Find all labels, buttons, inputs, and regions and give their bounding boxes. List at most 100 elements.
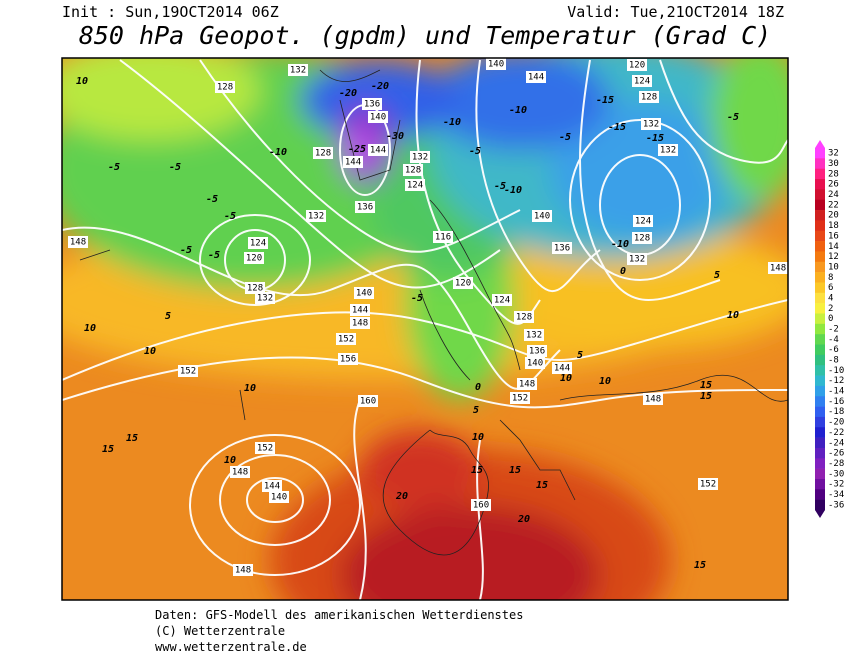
temperature-label: -10 (504, 185, 522, 196)
geopotential-label-box (433, 231, 453, 243)
colorbar-swatch (815, 437, 825, 449)
geopotential-label-box (639, 91, 659, 103)
geopotential-label-box (526, 71, 546, 83)
colorbar-swatch (815, 365, 825, 376)
geopotential-label: 116 (435, 233, 451, 243)
temperature-label: 0 (620, 266, 626, 277)
geopotential-label: 152 (180, 367, 196, 377)
geopotential-label-box (354, 287, 374, 299)
temperature-label: 15 (536, 480, 548, 491)
colorbar-swatch (815, 406, 825, 418)
temperature-label: -20 (339, 88, 357, 99)
temperature-label: -5 (208, 250, 220, 261)
geopotential-label-box (492, 294, 512, 306)
colorbar-arrow-bottom (815, 510, 825, 518)
geopotential-label: 140 (356, 289, 372, 299)
geopotential-label-box (527, 345, 547, 357)
geopotential-label: 120 (455, 279, 471, 289)
colorbar-swatch (815, 468, 825, 480)
geopotential-label: 136 (529, 347, 545, 357)
temperature-label: -10 (611, 239, 629, 250)
colorbar-swatch (815, 323, 825, 335)
temperature-label: 0 (475, 382, 481, 393)
geopotential-label: 152 (700, 480, 716, 490)
colorbar-label: 2 (828, 304, 833, 314)
colorbar-swatch (815, 272, 825, 283)
colorbar-swatch (815, 447, 825, 459)
colorbar-label: -20 (828, 418, 844, 428)
temperature-label: 15 (102, 444, 114, 455)
geopotential-label: 128 (217, 83, 233, 93)
footer-copyright: (C) Wetterzentrale (155, 624, 285, 638)
geopotential-label-box (355, 201, 375, 213)
geopotential-label-box (453, 277, 473, 289)
temperature-label: 10 (472, 432, 484, 443)
temperature-label: 10 (727, 310, 739, 321)
colorbar-label: 8 (828, 273, 833, 283)
colorbar-arrow-top (815, 140, 825, 148)
geopotential-label: 140 (271, 493, 287, 503)
colorbar-label: -12 (828, 376, 844, 386)
geopotential-label-box (362, 98, 382, 110)
colorbar-swatch (815, 458, 825, 469)
geopotential-label-box (262, 480, 282, 492)
geopotential-label: 120 (629, 61, 645, 71)
geopotential-label: 128 (247, 284, 263, 294)
temperature-label: 5 (473, 405, 479, 416)
colorbar-label: -32 (828, 480, 844, 490)
temperature-label: 10 (224, 455, 236, 466)
temperature-label: 10 (599, 376, 611, 387)
colorbar-label: 16 (828, 231, 839, 241)
geopotential-label: 160 (360, 397, 376, 407)
temperature-label: -15 (646, 133, 664, 144)
geopotential-label: 136 (364, 100, 380, 110)
geopotential-label-box (350, 304, 370, 316)
geopotential-label-box (627, 59, 647, 71)
colorbar-label: 30 (828, 159, 839, 169)
geopotential-label-box (358, 395, 378, 407)
colorbar-label: -6 (828, 345, 839, 355)
temperature-label: -15 (596, 95, 614, 106)
colorbar-label: -34 (828, 490, 844, 500)
footer-url: www.wetterzentrale.de (155, 640, 307, 654)
colorbar-label: 24 (828, 190, 839, 200)
temperature-label: 20 (395, 491, 408, 502)
geopotential-label: 148 (519, 380, 535, 390)
geopotential-label-box (368, 111, 388, 123)
temperature-label: 15 (471, 465, 483, 476)
colorbar-swatch (815, 334, 825, 345)
colorbar-swatch (815, 241, 825, 252)
temperature-label: 15 (509, 465, 521, 476)
geopotential-label: 140 (488, 60, 504, 70)
geopotential-label-box (248, 237, 268, 249)
geopotential-label-box (403, 164, 423, 176)
temperature-label: 15 (700, 380, 712, 391)
temperature-label: -10 (269, 147, 287, 158)
colorbar-swatch (815, 416, 825, 428)
geopotential-label: 128 (516, 313, 532, 323)
geopotential-label: 124 (407, 181, 423, 191)
geopotential-label-box (471, 499, 491, 511)
colorbar-label: -14 (828, 387, 844, 397)
geopotential-label: 132 (526, 331, 542, 341)
geopotential-label-box (313, 147, 333, 159)
geopotential-label: 152 (338, 335, 354, 345)
valid-time: Valid: Tue,21OCT2014 18Z (567, 3, 784, 21)
colorbar-swatch (815, 168, 825, 180)
geopotential-label: 144 (554, 364, 570, 374)
geopotential-label-box (368, 144, 388, 156)
geopotential-label-box (510, 392, 530, 404)
geopotential-label: 144 (264, 482, 280, 492)
colorbar-swatch (815, 189, 825, 201)
geopotential-label: 132 (643, 120, 659, 130)
temperature-label: -5 (727, 112, 739, 123)
colorbar-label: -16 (828, 397, 844, 407)
colorbar-label: -26 (828, 449, 844, 459)
temperature-label: -5 (411, 293, 423, 304)
geopotential-label: 140 (527, 359, 543, 369)
geopotential-label: 128 (634, 234, 650, 244)
colorbar-swatch (815, 199, 825, 211)
init-time: Init : Sun,19OCT2014 06Z (62, 3, 279, 21)
colorbar-label: 22 (828, 200, 839, 210)
geopotential-label-box (633, 215, 653, 227)
